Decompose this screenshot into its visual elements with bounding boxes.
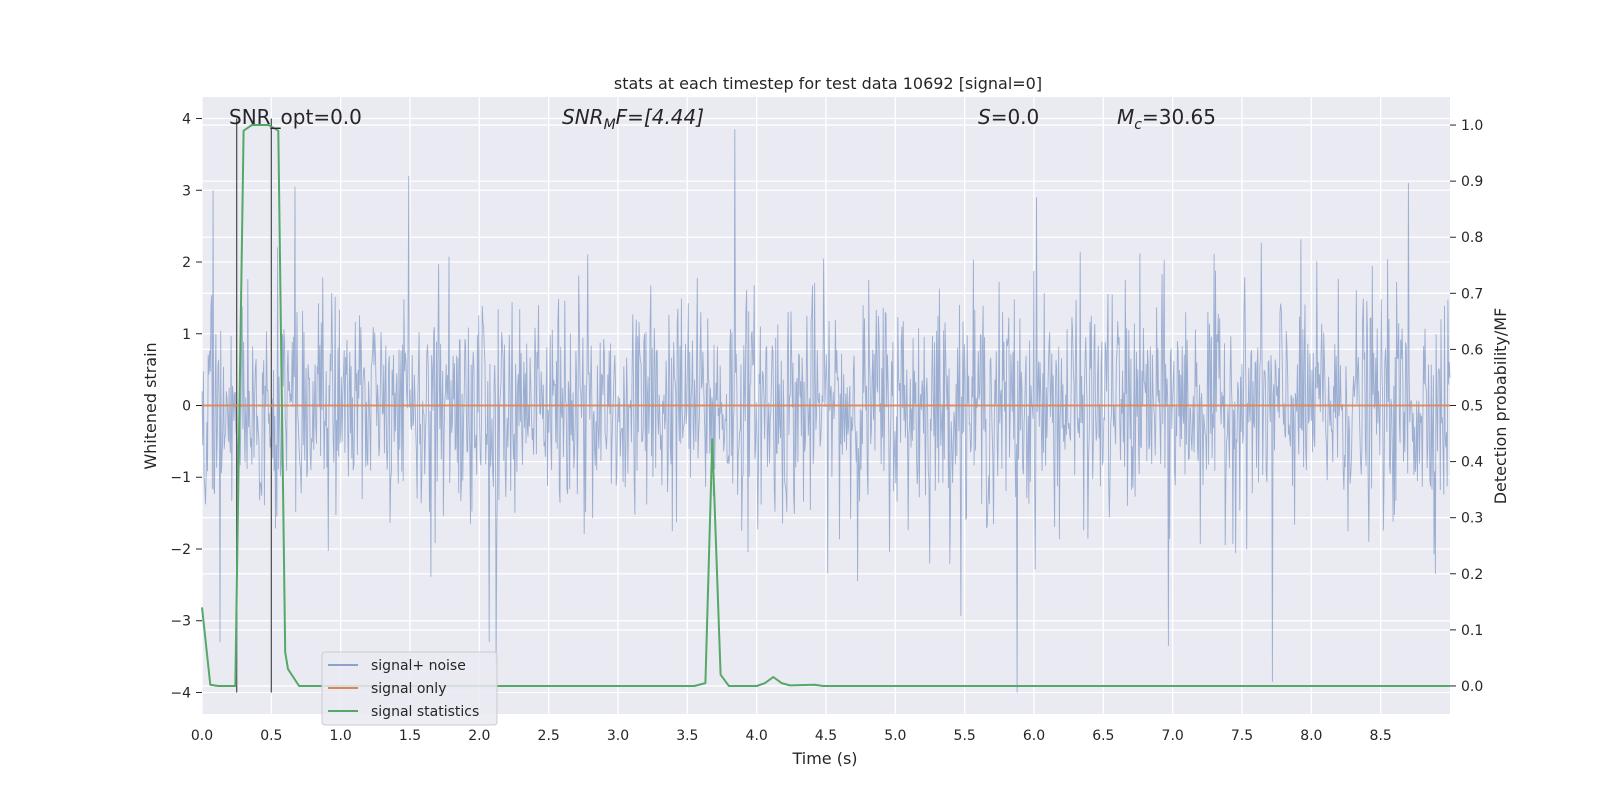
annotation-mc: Mc=30.65 bbox=[1117, 105, 1216, 133]
x-tick-label: 3.0 bbox=[607, 728, 629, 744]
y2-tick-label: 0.7 bbox=[1461, 286, 1483, 302]
signal-noise-series bbox=[201, 129, 1451, 693]
x-tick-label: 0.5 bbox=[260, 728, 282, 744]
annotation-s-stat-value: =0.0 bbox=[991, 105, 1040, 129]
x-tick-label: 6.0 bbox=[1023, 728, 1045, 744]
y2-tick-label: 0.3 bbox=[1461, 511, 1483, 527]
y2-tick-label: 0.1 bbox=[1461, 623, 1483, 639]
y-tick-label: −2 bbox=[170, 542, 191, 558]
annotation-snr-mf-base: SNR bbox=[562, 105, 604, 129]
legend-label-signal-statistics: signal statistics bbox=[371, 704, 479, 720]
x-tick-label: 1.5 bbox=[399, 728, 421, 744]
series-signal-statistics-line bbox=[201, 124, 1450, 687]
x-tick-label: 8.0 bbox=[1300, 728, 1322, 744]
x-tick-label: 8.5 bbox=[1370, 728, 1392, 744]
annotation-snr-mf: SNRMF=[4.44] bbox=[562, 105, 704, 133]
x-tick-label: 2.5 bbox=[538, 728, 560, 744]
y2-tick-label: 0.6 bbox=[1461, 342, 1483, 358]
x-tick-label: 4.5 bbox=[815, 728, 837, 744]
annotation-mc-value: =30.65 bbox=[1142, 105, 1216, 129]
y-tick-label: 0 bbox=[182, 399, 191, 415]
y-tick-label: −3 bbox=[170, 614, 191, 630]
y-tick-label: 1 bbox=[182, 327, 191, 343]
y2-tick-labels: 1.0 0.9 0.8 0.7 0.6 0.5 0.4 0.3 0.2 0.1 0.0 bbox=[1450, 118, 1483, 695]
x-tick-label: 4.0 bbox=[746, 728, 768, 744]
line-series bbox=[201, 124, 1450, 687]
annotation-mc-symbol: M bbox=[1117, 105, 1134, 129]
x-tick-label: 6.5 bbox=[1092, 728, 1114, 744]
y-tick-label: 4 bbox=[182, 112, 191, 128]
y-tick-label: −1 bbox=[170, 470, 191, 486]
y-tick-label: −4 bbox=[170, 685, 191, 701]
y-axis-label: Whitened strain bbox=[141, 342, 160, 469]
y2-tick-label: 0.9 bbox=[1461, 174, 1483, 190]
x-axis-label: Time (s) bbox=[791, 749, 857, 768]
annotation-snr-mf-sub: M bbox=[604, 117, 616, 133]
x-tick-label: 2.0 bbox=[468, 728, 490, 744]
chart-title: stats at each timestep for test data 106… bbox=[614, 74, 1042, 93]
annotations: SNR_opt=0.0 SNRMF=[4.44] S=0.0 Mc=30.65 bbox=[229, 105, 1216, 133]
annotation-s-stat-symbol: S bbox=[978, 105, 991, 129]
legend-label-signal-noise: signal+ noise bbox=[371, 658, 466, 674]
legend-box bbox=[321, 651, 498, 726]
annotation-mc-sub: c bbox=[1134, 117, 1142, 133]
y2-tick-label: 1.0 bbox=[1461, 118, 1483, 134]
legend-label-signal-only: signal only bbox=[371, 681, 446, 697]
y2-tick-label: 0.0 bbox=[1461, 679, 1483, 695]
x-tick-label: 1.0 bbox=[330, 728, 352, 744]
y-tick-labels: 4 3 2 1 0 −1 −2 −3 −4 bbox=[170, 112, 202, 701]
annotation-snr-mf-rest: F=[4.44] bbox=[616, 105, 704, 129]
y2-tick-label: 0.8 bbox=[1461, 230, 1483, 246]
x-tick-label: 7.0 bbox=[1162, 728, 1184, 744]
y-tick-label: 2 bbox=[182, 255, 191, 271]
y2-tick-label: 0.2 bbox=[1461, 567, 1483, 583]
x-tick-label: 5.5 bbox=[954, 728, 976, 744]
series-signal-noise-line bbox=[201, 129, 1451, 693]
y2-tick-label: 0.4 bbox=[1461, 455, 1483, 471]
annotation-s-stat: S=0.0 bbox=[978, 105, 1039, 129]
annotation-snr-opt: SNR_opt=0.0 bbox=[229, 105, 362, 129]
x-tick-label: 3.5 bbox=[676, 728, 698, 744]
x-tick-labels: 0.0 0.5 1.0 1.5 2.0 2.5 3.0 3.5 4.0 4.5 5.0 5.5 6.0 6… bbox=[191, 728, 1392, 744]
y-tick-label: 3 bbox=[182, 183, 191, 199]
x-tick-label: 5.0 bbox=[884, 728, 906, 744]
x-tick-label: 7.5 bbox=[1231, 728, 1253, 744]
legend: signal+ noise signal only signal statist… bbox=[321, 651, 498, 726]
y2-axis-label: Detection probability/MF bbox=[1491, 308, 1510, 505]
x-tick-label: 0.0 bbox=[191, 728, 213, 744]
y2-tick-label: 0.5 bbox=[1461, 399, 1483, 415]
